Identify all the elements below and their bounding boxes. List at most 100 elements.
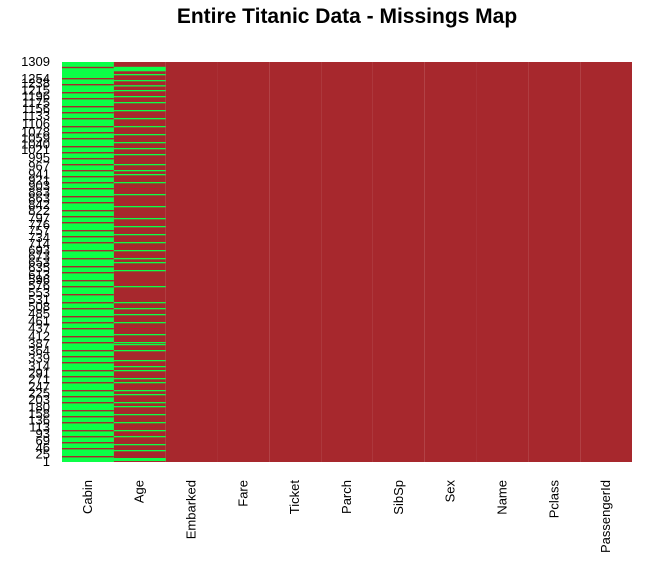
column-label-ticket: Ticket bbox=[287, 480, 302, 515]
age-missing-stripe bbox=[113, 66, 166, 69]
cabin-observed-stripe bbox=[62, 436, 114, 438]
cabin-observed-stripe bbox=[62, 456, 114, 458]
column-label-sex: Sex bbox=[443, 480, 458, 503]
age-missing-stripe bbox=[113, 80, 166, 82]
row-tick-label: 387 bbox=[28, 336, 50, 351]
age-missing-stripe bbox=[113, 308, 166, 310]
cabin-observed-stripe bbox=[62, 376, 114, 378]
age-missing-stripe bbox=[113, 394, 166, 396]
row-tick-label: 673 bbox=[28, 248, 50, 263]
row-tick-label: 921 bbox=[28, 173, 50, 188]
row-tick-label: 941 bbox=[28, 167, 50, 182]
age-missing-stripe bbox=[113, 194, 166, 196]
cabin-observed-stripe bbox=[62, 126, 114, 128]
column-observed-parch bbox=[321, 62, 373, 462]
row-tick-label: 1078 bbox=[21, 125, 50, 140]
cabin-observed-stripe bbox=[62, 112, 114, 114]
age-missing-stripe bbox=[113, 110, 166, 112]
cabin-observed-stripe bbox=[62, 222, 114, 224]
cabin-observed-stripe bbox=[62, 66, 114, 69]
row-tick-label: 653 bbox=[28, 255, 50, 270]
row-tick-label: 437 bbox=[28, 321, 50, 336]
row-tick-label: 1 bbox=[43, 454, 50, 469]
row-tick-label: 180 bbox=[28, 399, 50, 414]
cabin-observed-stripe bbox=[62, 396, 114, 398]
column-observed-sex bbox=[424, 62, 477, 462]
age-missing-stripe bbox=[113, 164, 166, 166]
column-observed-pclass bbox=[528, 62, 581, 462]
row-tick-label: 1106 bbox=[22, 116, 50, 131]
age-missing-stripe bbox=[113, 270, 166, 272]
cabin-observed-stripe bbox=[62, 202, 114, 204]
age-missing-stripe bbox=[113, 134, 166, 136]
age-missing-stripe bbox=[113, 142, 166, 144]
cabin-observed-stripe bbox=[62, 170, 114, 172]
row-tick-label: 613 bbox=[28, 267, 50, 282]
age-missing-stripe bbox=[113, 382, 166, 384]
row-tick-label: 225 bbox=[28, 385, 50, 400]
age-missing-stripe bbox=[113, 242, 166, 244]
row-tick-label: 863 bbox=[28, 190, 50, 205]
cabin-observed-stripe bbox=[62, 302, 114, 304]
cabin-observed-stripe bbox=[62, 132, 114, 134]
row-tick-label: 1309 bbox=[21, 54, 50, 69]
age-missing-stripe bbox=[113, 286, 166, 288]
column-labels: Cabin Age Embarked Fare Ticket Parch SibSp Sex N… bbox=[80, 480, 613, 553]
column-observed-passengerid bbox=[580, 62, 632, 462]
age-missing-stripe bbox=[113, 360, 166, 362]
cabin-observed-stripe bbox=[62, 328, 114, 330]
cabin-observed-stripe bbox=[62, 118, 114, 120]
age-missing-stripe bbox=[113, 182, 166, 184]
row-tick-label: 412 bbox=[28, 328, 50, 343]
row-tick-label: 1238 bbox=[21, 76, 50, 91]
column-label-passengerid: PassengerId bbox=[598, 480, 613, 553]
column-label-name: Name bbox=[494, 480, 509, 515]
row-tick-label: 1156 bbox=[22, 101, 50, 116]
age-missing-stripe bbox=[113, 118, 166, 120]
row-tick-label: 757 bbox=[28, 223, 50, 238]
cabin-observed-stripe bbox=[62, 230, 114, 232]
age-missing-stripe bbox=[113, 258, 166, 260]
row-tick-label: 797 bbox=[28, 211, 50, 226]
row-tick-label: 113 bbox=[29, 420, 50, 435]
column-missing-cabin bbox=[62, 62, 114, 462]
age-missing-stripe bbox=[113, 370, 166, 372]
age-missing-stripe bbox=[113, 148, 166, 150]
cabin-observed-stripe bbox=[62, 442, 114, 444]
chart-title: Entire Titanic Data - Missings Map bbox=[177, 5, 517, 28]
age-missing-stripe bbox=[113, 342, 166, 344]
age-missing-stripe bbox=[113, 378, 166, 380]
cabin-observed-stripe bbox=[62, 146, 114, 148]
cabin-observed-stripe bbox=[62, 92, 114, 94]
age-missing-stripe bbox=[113, 458, 166, 461]
row-tick-label: 203 bbox=[28, 392, 50, 407]
row-tick-label: 995 bbox=[28, 150, 50, 165]
row-tick-label: 485 bbox=[28, 306, 50, 321]
cabin-observed-stripe bbox=[62, 158, 114, 160]
cabin-observed-stripe bbox=[62, 286, 114, 288]
row-tick-label: 1215 bbox=[21, 83, 50, 98]
cabin-observed-stripe bbox=[62, 280, 114, 282]
row-tick-label: 1175 bbox=[22, 95, 50, 110]
column-label-cabin: Cabin bbox=[80, 480, 95, 514]
age-missing-stripe bbox=[113, 250, 166, 252]
column-observed-ticket bbox=[269, 62, 322, 462]
row-tick-label: 1133 bbox=[22, 108, 50, 123]
row-tick-label: 461 bbox=[28, 313, 50, 328]
row-tick-label: 339 bbox=[28, 351, 50, 366]
age-missing-stripe bbox=[113, 344, 166, 346]
column-observed-sibsp bbox=[372, 62, 425, 462]
cabin-observed-stripe bbox=[62, 236, 114, 238]
cabin-observed-stripe bbox=[62, 350, 114, 352]
cabin-observed-stripe bbox=[62, 356, 114, 358]
cabin-observed-stripe bbox=[62, 164, 114, 166]
cabin-observed-stripe bbox=[62, 210, 114, 212]
age-missing-stripe bbox=[113, 262, 166, 264]
row-tick-label: 714 bbox=[28, 236, 50, 251]
cabin-observed-stripe bbox=[62, 182, 114, 184]
age-missing-stripe bbox=[113, 436, 166, 438]
cabin-observed-stripe bbox=[62, 242, 114, 244]
cabin-observed-stripe bbox=[62, 402, 114, 404]
age-missing-stripe bbox=[113, 430, 166, 432]
age-missing-stripe bbox=[113, 90, 166, 92]
